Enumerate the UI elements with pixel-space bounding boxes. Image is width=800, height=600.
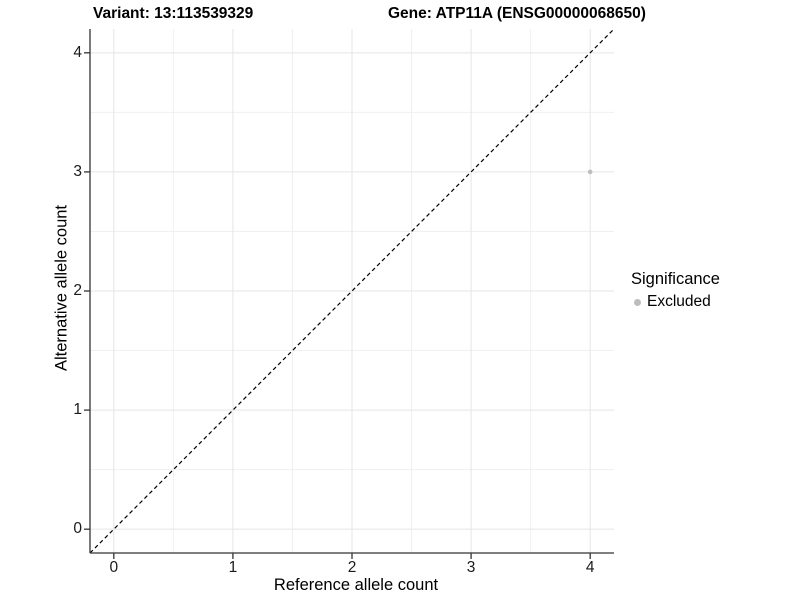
y-tick-label: 3 [73, 162, 82, 180]
excluded-point-icon [634, 298, 641, 306]
x-tick-label: 2 [347, 559, 357, 576]
x-tick-label: 4 [585, 559, 595, 576]
legend-item-excluded: Excluded [631, 293, 720, 311]
legend-title: Significance [631, 270, 720, 288]
plot-title-variant: Variant: 13:113539329 [93, 5, 254, 22]
x-tick-label: 1 [228, 559, 238, 576]
y-tick-label: 0 [73, 520, 82, 538]
x-tick-label: 0 [109, 559, 119, 576]
plot-title-gene: Gene: ATP11A (ENSG00000068650) [388, 5, 646, 22]
y-tick-label: 1 [73, 401, 82, 419]
legend-item-label: Excluded [647, 293, 711, 310]
identity-line [89, 28, 615, 554]
y-tick-label: 4 [73, 43, 82, 61]
x-axis-title: Reference allele count [273, 576, 439, 594]
x-tick-label: 3 [466, 559, 476, 576]
y-tick-label: 2 [73, 282, 82, 299]
data-point [587, 169, 593, 175]
legend: Significance Excluded [631, 270, 720, 311]
